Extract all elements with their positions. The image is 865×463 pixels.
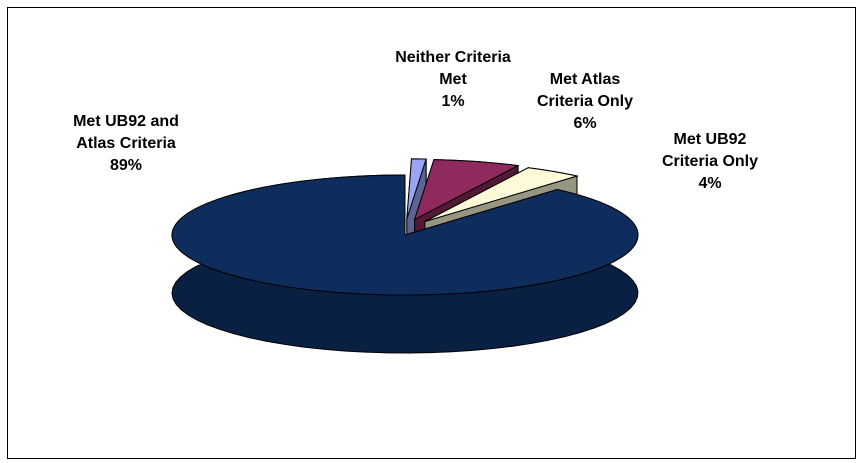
slice-label-2: Met Atlas Criteria Only 6% bbox=[537, 71, 633, 132]
slice-label-1: Neither Criteria Met 1% bbox=[395, 49, 511, 110]
pie-slice-0 bbox=[171, 174, 639, 354]
slice-label-0: Met UB92 and Atlas Criteria 89% bbox=[73, 113, 179, 174]
slice-label-3: Met UB92 Criteria Only 4% bbox=[662, 131, 758, 192]
